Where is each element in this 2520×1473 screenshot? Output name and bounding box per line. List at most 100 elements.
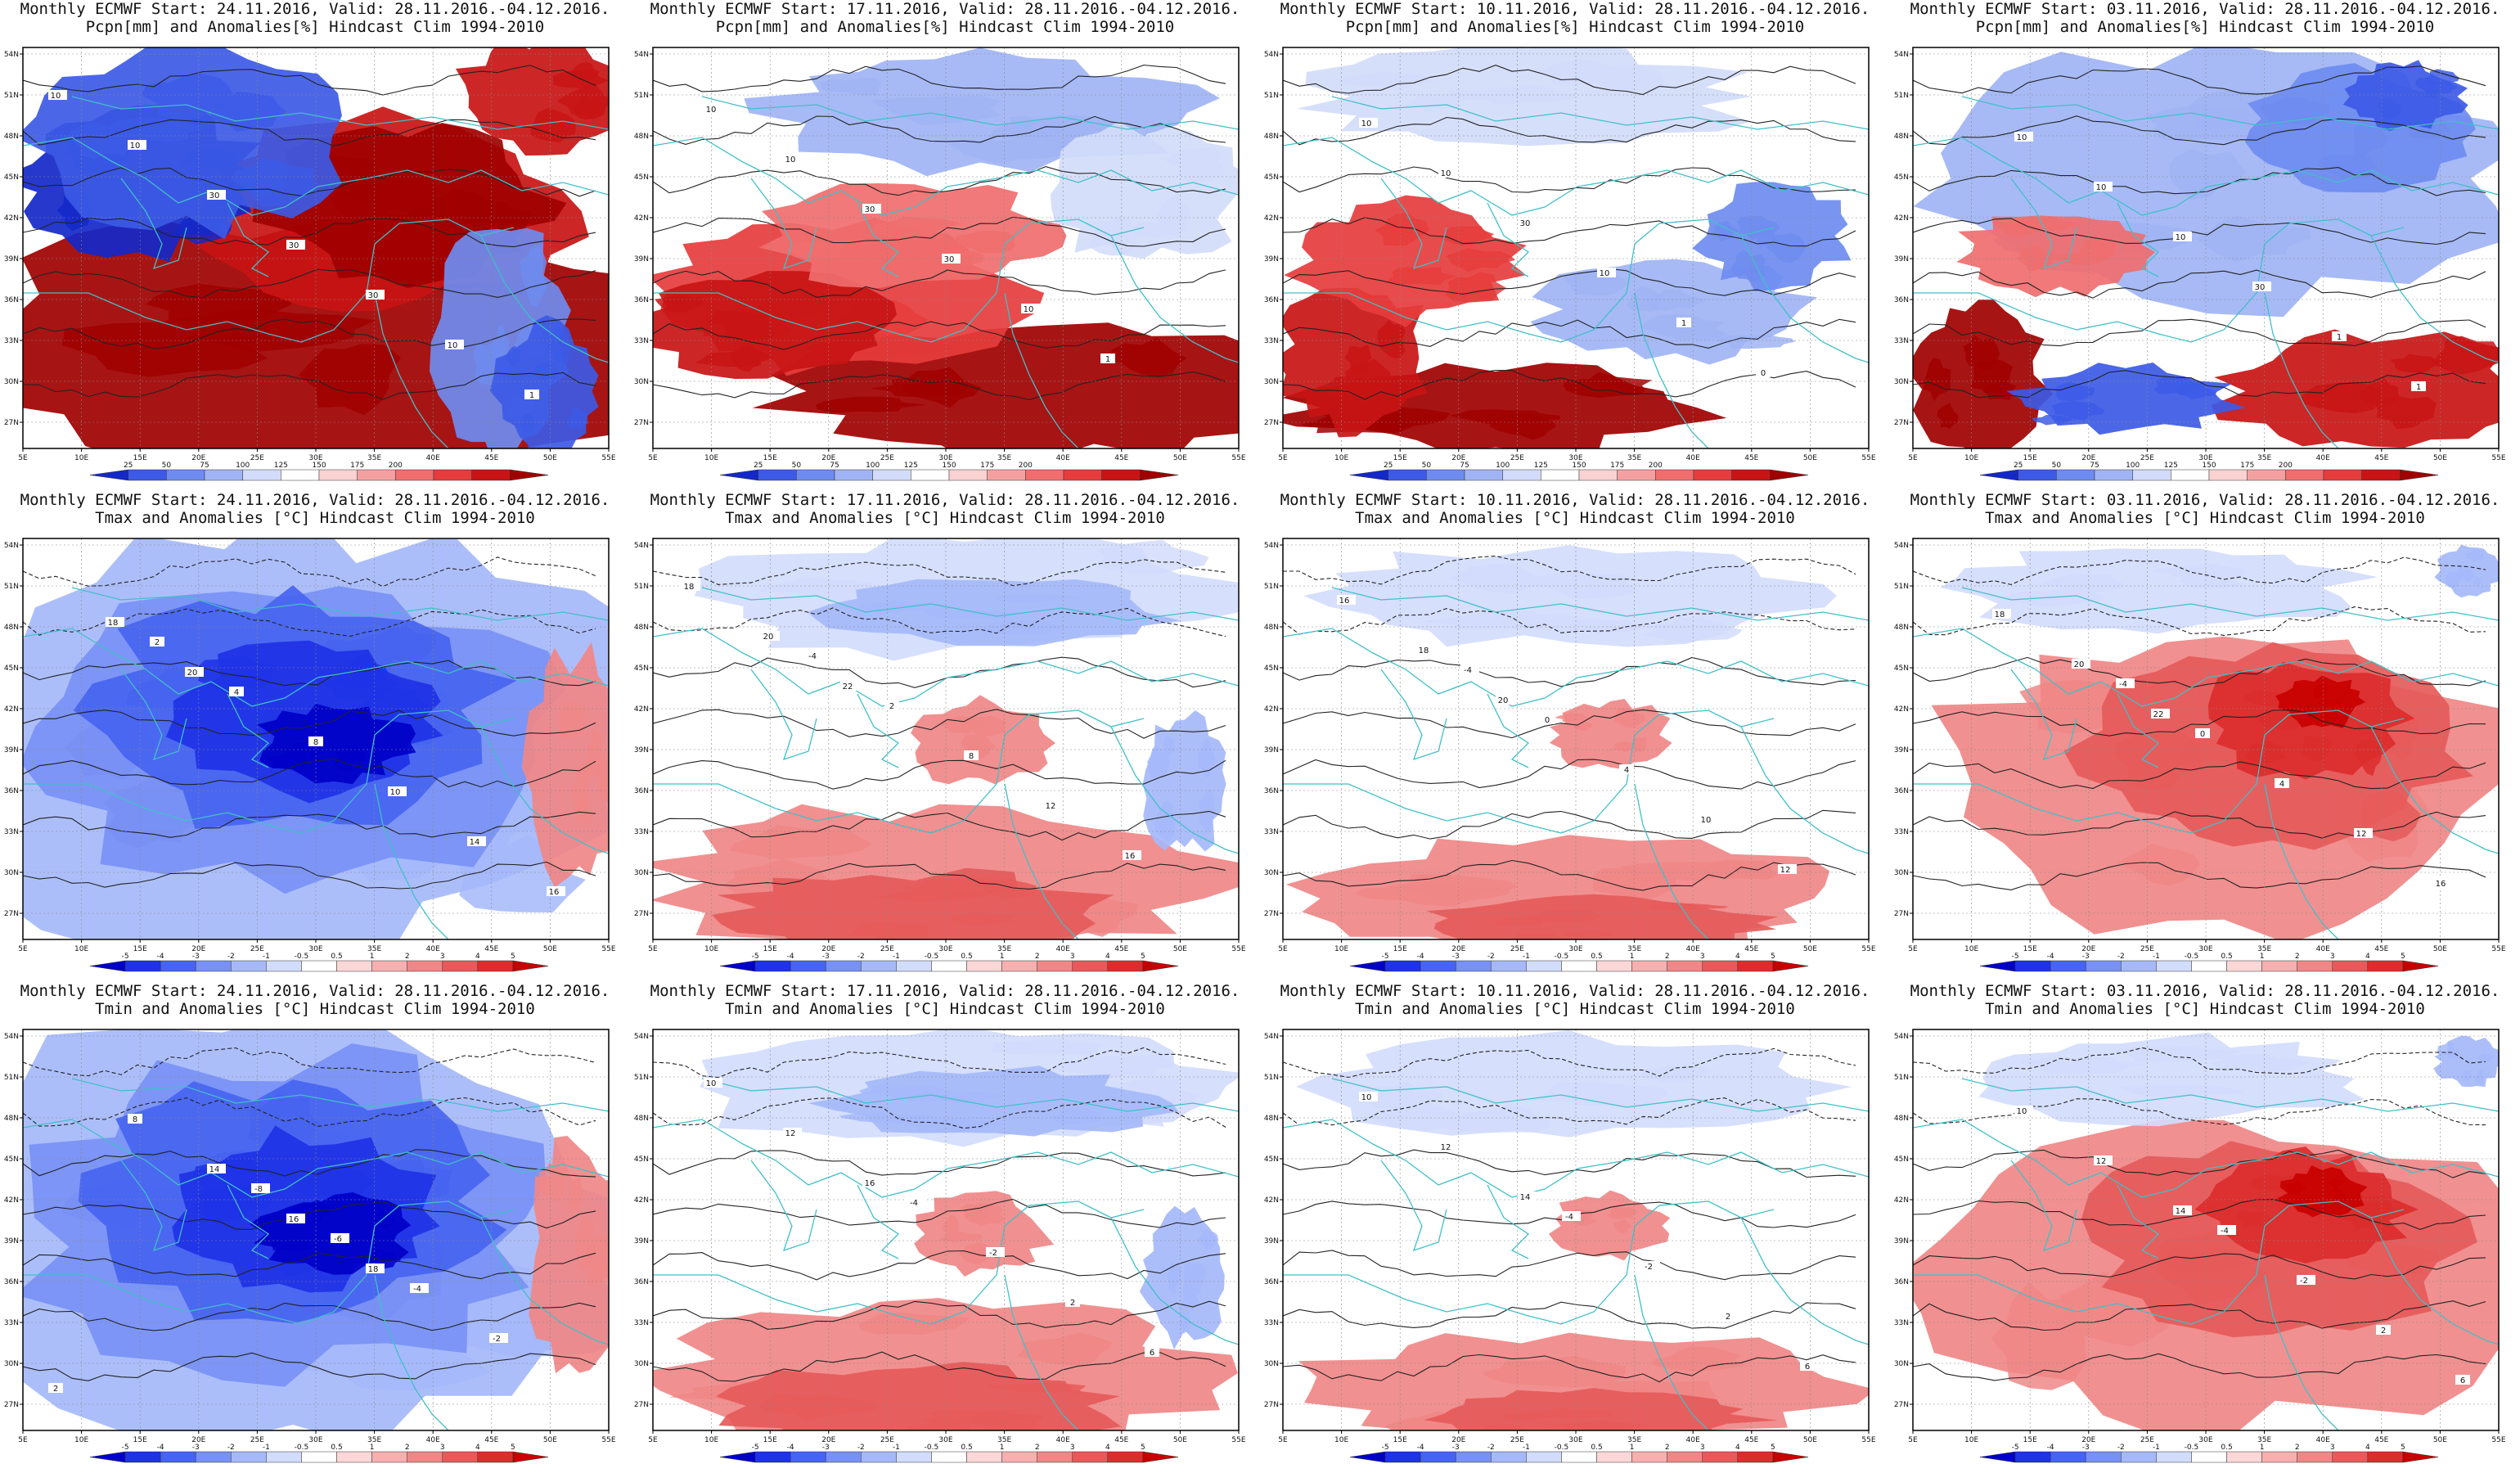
contour-line (1913, 862, 2486, 890)
lon-tick-label: 40E (426, 945, 440, 953)
panel-title-line1: Monthly ECMWF Start: 10.11.2016, Valid: … (1280, 0, 1870, 18)
contour-line (653, 1300, 1226, 1330)
contour-label-bg (1699, 814, 1717, 824)
anomaly-patch (291, 1199, 331, 1219)
contour-line (1913, 811, 2486, 839)
contour-line (23, 709, 596, 736)
colorbar-swatch (231, 960, 267, 972)
contour-label: 30 (209, 191, 220, 200)
panel-title: Monthly ECMWF Start: 24.11.2016, Valid: … (0, 491, 630, 527)
lon-tick-label: 30E (1568, 454, 1582, 462)
lon-tick-label: 10E (1334, 945, 1348, 953)
lon-tick-label: 5E (648, 454, 658, 462)
colorbar-swatch (2367, 1451, 2404, 1463)
colorbar-label: 0.5 (331, 953, 342, 961)
colorbar-swatch (128, 469, 167, 481)
contour-label-bg (2151, 709, 2170, 718)
colorbar-label: -4 (2047, 1444, 2054, 1452)
colorbar-swatch (195, 1451, 232, 1463)
anomaly-patch (728, 825, 872, 859)
lon-tick-label: 25E (880, 945, 894, 953)
panel-title-line1: Monthly ECMWF Start: 03.11.2016, Valid: … (1910, 982, 2500, 1000)
contour-label-bg (964, 750, 979, 760)
lat-tick-label: 30N (634, 869, 649, 877)
contour-label-bg (1518, 218, 1537, 227)
lat-tick-label: 27N (4, 1401, 19, 1409)
anomaly-patch (1147, 747, 1170, 778)
contour-line (1913, 761, 2486, 790)
contour-label: -4 (1464, 666, 1472, 675)
anomaly-patch (2302, 704, 2315, 718)
lon-tick-label: 35E (2257, 454, 2271, 462)
colorbar-label: -3 (192, 1444, 200, 1452)
lon-tick-label: 30E (2198, 945, 2212, 953)
contour-label: 18 (1419, 646, 1429, 655)
colorbar-swatch (477, 960, 514, 972)
coastline (1961, 1078, 2499, 1112)
contour-label: 22 (843, 682, 853, 691)
contour-line (1283, 116, 1856, 146)
coastline (227, 1184, 270, 1259)
lat-tick-label: 51N (1264, 583, 1279, 591)
colorbar-label: -1 (263, 1444, 270, 1452)
colorbar-label: -5 (122, 953, 129, 961)
coastline (857, 202, 900, 277)
contour-line (1283, 859, 1856, 891)
lon-tick-label: 5E (1278, 454, 1288, 462)
colorbar-swatch (2050, 960, 2086, 972)
anomaly-patch (1631, 737, 1647, 753)
map-panel: Monthly ECMWF Start: 17.11.2016, Valid: … (630, 982, 1260, 1473)
lon-tick-label: 15E (1393, 945, 1407, 953)
panel-title: Monthly ECMWF Start: 17.11.2016, Valid: … (630, 491, 1260, 527)
map-canvas: -4-22610121454N51N48N45N42N39N36N33N30N2… (1894, 1029, 2506, 1463)
contour-label: -4 (2221, 1227, 2229, 1236)
colorbar-swatch (2261, 1451, 2297, 1463)
colorbar-label: 4 (475, 953, 480, 961)
anomaly-patch (1016, 1332, 1113, 1367)
anomaly-patch (1167, 1261, 1181, 1294)
lat-tick-label: 54N (4, 1033, 19, 1041)
contour-label-bg (2094, 1155, 2113, 1165)
map-canvas: -8-6-4-22814161854N51N48N45N42N39N36N33N… (4, 1029, 616, 1463)
colorbar-label: -3 (2082, 953, 2090, 961)
lat-tick-label: 39N (634, 1237, 649, 1246)
anomaly-patch (2444, 570, 2461, 588)
colorbar: -5 -4 -3 -2 -1 -0.5 0.5 1 2 3 4 5 (89, 1444, 549, 1463)
anomaly-patch (108, 117, 206, 142)
map-canvas: -404101216182054N51N48N45N42N39N36N33N30… (1264, 538, 1876, 972)
panel-title-line1: Monthly ECMWF Start: 17.11.2016, Valid: … (650, 982, 1240, 1000)
lon-tick-label: 50E (1173, 1436, 1187, 1444)
lon-tick-label: 50E (543, 945, 557, 953)
colorbar-label: -2 (1487, 1444, 1495, 1452)
colorbar-label: 4 (475, 1444, 480, 1452)
colorbar-swatch (2226, 960, 2262, 972)
colorbar-label: -5 (752, 953, 759, 961)
lon-tick-label: 15E (133, 945, 147, 953)
coastline (1110, 726, 1239, 854)
anomaly-patch (2456, 567, 2476, 583)
lon-tick-label: 25E (2140, 454, 2154, 462)
contour-line (653, 1150, 1226, 1177)
colorbar-swatch (2400, 469, 2439, 481)
coastline (2117, 693, 2160, 768)
contour-label: 10 (706, 106, 717, 115)
contour-label: 12 (2096, 1157, 2107, 1166)
anomaly-patch (1730, 250, 1766, 282)
contour-line (1913, 1149, 2486, 1178)
colorbar-swatch (825, 960, 862, 972)
colorbar-label: 100 (1496, 462, 1510, 470)
lon-tick-label: 55E (2491, 1436, 2505, 1444)
colorbar-label: 5 (2401, 953, 2405, 961)
contour-line (1913, 1253, 2486, 1280)
colorbar-label: 25 (124, 462, 133, 470)
anomaly-patch (839, 1113, 937, 1124)
anomaly-patch (1107, 337, 1188, 377)
colorbar-label: 200 (389, 462, 403, 470)
contour-label-bg (410, 1283, 429, 1293)
colorbar-swatch (1107, 960, 1144, 972)
contour-label: -6 (334, 1235, 342, 1244)
contour-line (653, 1047, 1226, 1079)
colorbar-swatch (301, 960, 337, 972)
anomaly-area (653, 271, 897, 379)
contour-label: -2 (2300, 1277, 2308, 1286)
